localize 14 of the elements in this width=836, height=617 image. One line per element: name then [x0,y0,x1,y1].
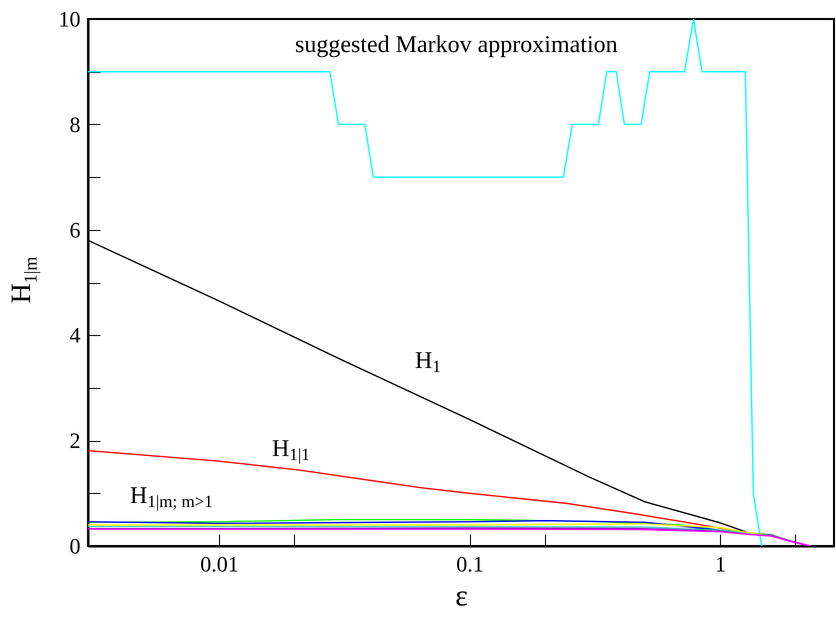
annotation: H$_{1}$ [415,348,441,376]
y-tick-label: 6 [70,217,80,242]
x-tick-label: 0.01 [200,552,239,576]
annotation: H$_{1|m; m>1}$ [130,483,213,512]
y-tick-label: 2 [70,428,80,454]
annotation: H$_{1|1}$ [272,436,310,464]
y-tick-label: 8 [70,112,80,137]
y-tick-label: 0 [70,534,80,558]
x-tick-label: 1 [715,552,726,576]
y-tick-label: 4 [70,322,80,348]
x-tick-label: 0.1 [456,552,484,576]
y-tick-label: 10 [58,6,80,32]
annotation: suggested Markov approximation [295,32,618,58]
x-axis-title: ε [455,580,468,612]
